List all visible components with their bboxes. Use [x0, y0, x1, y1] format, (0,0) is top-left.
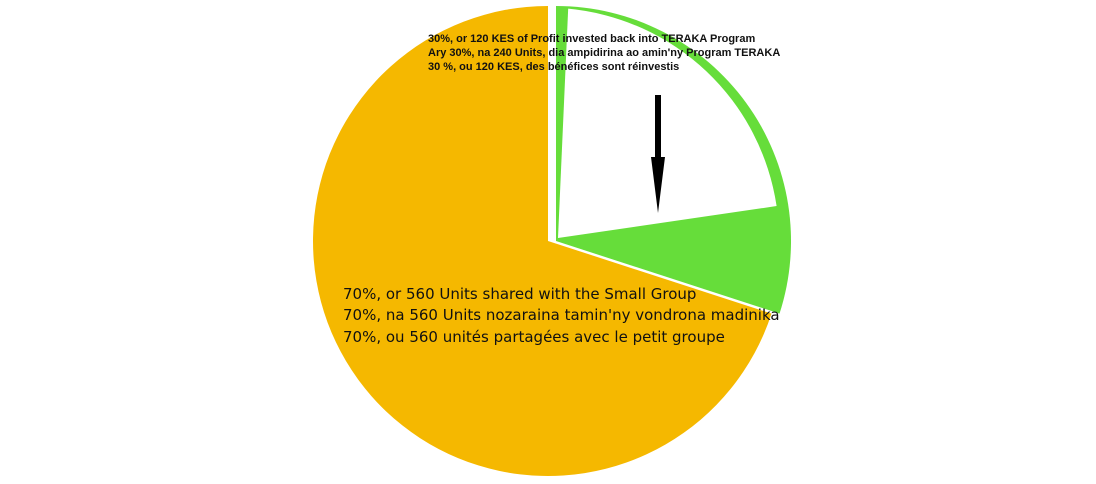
- main-slice-label: 70%, or 560 Units shared with the Small …: [343, 285, 780, 346]
- callout-line-1: 30%, or 120 KES of Profit invested back …: [428, 33, 755, 45]
- annotation-arrow: [651, 95, 665, 213]
- main-label-line-3: 70%, ou 560 unités partagées avec le pet…: [343, 328, 725, 346]
- pie-slice-small-group: [313, 6, 772, 476]
- arrow-shaft: [655, 95, 661, 159]
- arrow-head: [651, 157, 665, 213]
- pie-slice-teraka-inner: [558, 8, 777, 239]
- callout-label: 30%, or 120 KES of Profit invested back …: [428, 33, 780, 73]
- main-label-line-2: 70%, na 560 Units nozaraina tamin'ny von…: [343, 306, 780, 324]
- callout-line-3: 30 %, ou 120 KES, des bénéfices sont réi…: [428, 61, 679, 73]
- main-label-line-1: 70%, or 560 Units shared with the Small …: [343, 285, 696, 303]
- callout-line-2: Ary 30%, na 240 Units, dia ampidirina ao…: [428, 47, 780, 59]
